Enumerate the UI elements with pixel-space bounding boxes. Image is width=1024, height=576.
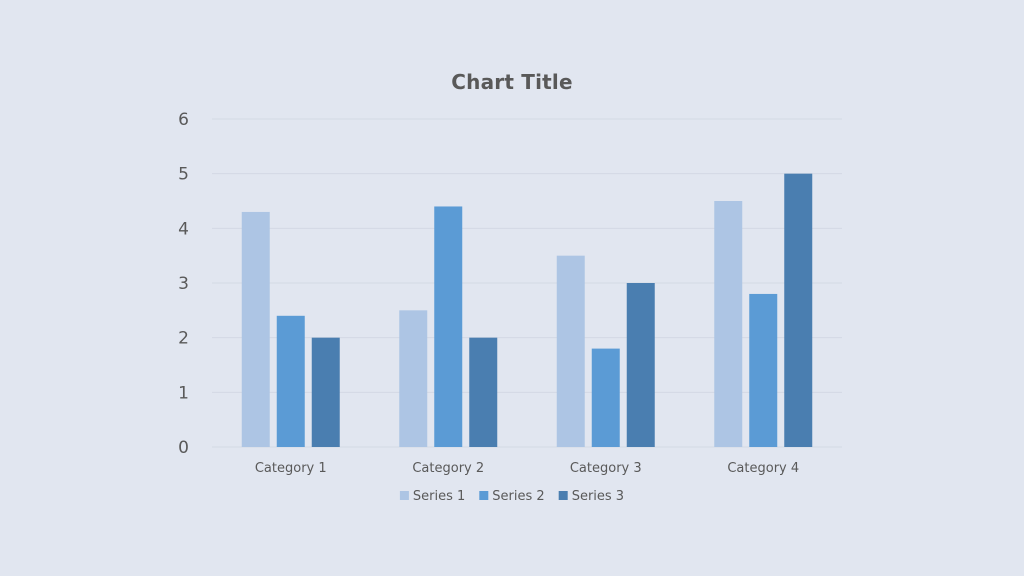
bar-series-3-category-4 <box>784 173 813 447</box>
x-tick-label: Category 2 <box>412 461 484 476</box>
legend-swatch <box>558 491 568 500</box>
bar-series-2-category-4 <box>749 293 778 447</box>
y-tick-label: 4 <box>178 219 189 239</box>
gridlines <box>212 118 842 448</box>
legend-label: Series 1 <box>413 489 465 504</box>
y-tick-label: 0 <box>178 438 189 458</box>
x-tick-label: Category 1 <box>255 461 327 476</box>
bar-series-3-category-2 <box>469 337 498 447</box>
legend-swatch <box>399 491 409 500</box>
bar-series-3-category-3 <box>626 283 655 447</box>
y-tick-label: 5 <box>178 165 189 185</box>
y-tick-label: 6 <box>178 110 189 130</box>
bar-series-2-category-3 <box>591 348 620 447</box>
x-axis-ticks: Category 1 Category 2 Category 3 Category 4 <box>255 461 799 476</box>
legend: Series 1 Series 2 Series 3 <box>399 489 624 504</box>
bar-series-1-category-1 <box>241 211 270 447</box>
y-axis-ticks: 0 1 2 3 4 5 6 <box>178 110 189 458</box>
bar-series-2-category-1 <box>276 315 305 447</box>
bar-series-1-category-2 <box>399 310 428 447</box>
y-tick-label: 3 <box>178 274 189 294</box>
bar-series-1-category-3 <box>556 255 585 447</box>
bars <box>241 173 813 447</box>
legend-label: Series 2 <box>492 489 544 504</box>
chart-title: Chart Title <box>451 70 573 94</box>
x-tick-label: Category 4 <box>727 461 799 476</box>
bar-series-3-category-1 <box>311 337 340 447</box>
x-tick-label: Category 3 <box>570 461 642 476</box>
bar-series-2-category-2 <box>434 206 463 447</box>
y-tick-label: 1 <box>178 383 189 403</box>
bar-series-1-category-4 <box>714 201 743 447</box>
y-tick-label: 2 <box>178 329 189 349</box>
legend-swatch <box>479 491 489 500</box>
legend-label: Series 3 <box>572 489 624 504</box>
